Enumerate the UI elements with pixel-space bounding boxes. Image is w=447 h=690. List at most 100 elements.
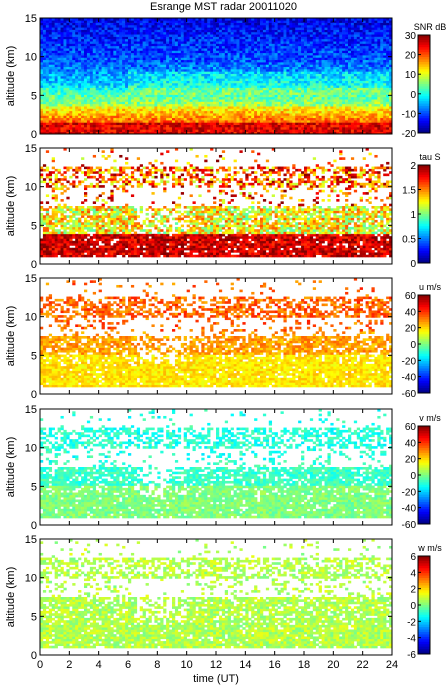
heatmap-cell bbox=[128, 62, 132, 65]
heatmap-cell bbox=[233, 48, 237, 51]
heatmap-cell bbox=[192, 34, 196, 37]
heatmap-cell bbox=[230, 122, 234, 126]
heatmap-cell bbox=[139, 29, 143, 33]
heatmap-cell bbox=[292, 24, 296, 28]
heatmap-cell bbox=[221, 122, 226, 126]
heatmap-cell bbox=[110, 120, 114, 123]
heatmap-cell bbox=[84, 57, 88, 61]
heatmap-cell bbox=[122, 113, 126, 116]
heatmap-cell bbox=[110, 76, 114, 79]
heatmap-cell bbox=[186, 48, 190, 51]
heatmap-cell bbox=[92, 129, 97, 132]
heatmap-cell bbox=[248, 85, 252, 88]
heatmap-cell bbox=[271, 124, 275, 128]
heatmap-cell bbox=[312, 122, 317, 126]
heatmap-cell bbox=[195, 78, 199, 81]
heatmap-cell bbox=[283, 55, 287, 58]
heatmap-cell bbox=[189, 18, 193, 21]
heatmap-cell bbox=[315, 62, 319, 65]
heatmap-cell bbox=[192, 62, 196, 65]
heatmap-cell bbox=[324, 89, 328, 93]
heatmap-cell bbox=[198, 27, 202, 30]
heatmap-cell bbox=[177, 62, 182, 65]
heatmap-cell bbox=[192, 131, 196, 135]
heatmap-cell bbox=[66, 22, 70, 26]
heatmap-cell bbox=[213, 101, 217, 105]
heatmap-cell bbox=[51, 96, 55, 100]
heatmap-cell bbox=[136, 18, 141, 21]
heatmap-cell bbox=[218, 52, 223, 56]
heatmap-cell bbox=[216, 36, 220, 40]
heatmap-cell bbox=[145, 110, 149, 114]
heatmap-cell bbox=[86, 89, 91, 93]
heatmap-cell bbox=[271, 76, 275, 79]
heatmap-cell bbox=[128, 36, 132, 40]
heatmap-cell bbox=[309, 43, 314, 47]
heatmap-cell bbox=[174, 122, 179, 126]
heatmap-cell bbox=[51, 87, 55, 91]
heatmap-cell bbox=[277, 113, 281, 116]
heatmap-cell bbox=[169, 64, 173, 68]
heatmap-cell bbox=[312, 76, 317, 79]
heatmap-cell bbox=[169, 103, 173, 107]
heatmap-cell bbox=[142, 96, 146, 100]
heatmap-cell bbox=[236, 62, 240, 65]
heatmap-cell bbox=[315, 124, 319, 128]
heatmap-cell bbox=[301, 69, 305, 72]
heatmap-cell bbox=[89, 18, 94, 21]
heatmap-cell bbox=[312, 113, 317, 116]
heatmap-cell bbox=[216, 108, 220, 112]
heatmap-cell bbox=[78, 115, 82, 119]
heatmap-cell bbox=[139, 38, 143, 42]
heatmap-cell bbox=[139, 24, 143, 28]
heatmap-cell bbox=[81, 20, 85, 23]
heatmap-cell bbox=[207, 50, 211, 54]
heatmap-cell bbox=[292, 124, 296, 128]
heatmap-cell bbox=[110, 59, 114, 63]
heatmap-cell bbox=[125, 103, 129, 107]
heatmap-cell bbox=[183, 127, 187, 130]
heatmap-cell bbox=[277, 59, 281, 63]
heatmap-cell bbox=[81, 64, 85, 68]
heatmap-cell bbox=[271, 89, 275, 93]
heatmap-cell bbox=[172, 131, 176, 135]
heatmap-cell bbox=[204, 24, 208, 28]
heatmap-cell bbox=[312, 18, 317, 21]
heatmap-cell bbox=[163, 85, 167, 88]
heatmap-cell bbox=[172, 66, 176, 70]
heatmap-cell bbox=[128, 45, 132, 49]
heatmap-cell bbox=[295, 66, 299, 70]
heatmap-cell bbox=[304, 89, 308, 93]
heatmap-cell bbox=[286, 22, 290, 26]
heatmap-cell bbox=[116, 101, 120, 105]
heatmap-cell bbox=[128, 76, 132, 79]
heatmap-cell bbox=[201, 52, 205, 56]
heatmap-cell bbox=[312, 45, 317, 49]
heatmap-cell bbox=[286, 50, 290, 54]
heatmap-cell bbox=[321, 87, 325, 91]
heatmap-cell bbox=[60, 99, 64, 102]
heatmap-cell bbox=[154, 29, 158, 33]
heatmap-cell bbox=[201, 106, 205, 109]
heatmap-cell bbox=[239, 48, 243, 51]
heatmap-cell bbox=[301, 45, 305, 49]
heatmap-cell bbox=[262, 106, 267, 109]
heatmap-cell bbox=[210, 85, 214, 88]
heatmap-cell bbox=[107, 78, 111, 81]
heatmap-cell bbox=[154, 99, 158, 102]
heatmap-cell bbox=[122, 92, 126, 95]
heatmap-cell bbox=[318, 52, 322, 56]
heatmap-cell bbox=[318, 22, 322, 26]
heatmap-cell bbox=[133, 78, 138, 81]
heatmap-cell bbox=[262, 41, 267, 44]
heatmap-cell bbox=[260, 69, 264, 72]
heatmap-cell bbox=[304, 92, 308, 95]
heatmap-cell bbox=[280, 124, 284, 128]
heatmap-cell bbox=[89, 64, 94, 68]
heatmap-cell bbox=[330, 66, 334, 70]
heatmap-cell bbox=[107, 92, 111, 95]
heatmap-cell bbox=[321, 27, 325, 30]
heatmap-cell bbox=[128, 43, 132, 47]
heatmap-cell bbox=[172, 71, 176, 74]
heatmap-cell bbox=[186, 110, 190, 114]
